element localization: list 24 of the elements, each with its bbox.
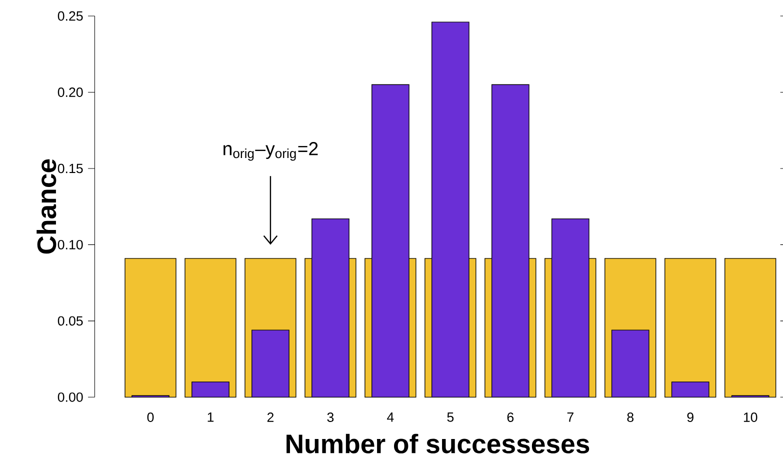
x-tick-label: 10 (744, 412, 758, 422)
x-tick-label: 3 (327, 412, 334, 422)
y-tick-label: 0.00 (58, 392, 83, 402)
bar (124, 258, 176, 398)
x-tick-label: 5 (447, 412, 454, 422)
x-tick-label: 8 (627, 412, 634, 422)
y-tick-label: 0.15 (58, 164, 83, 174)
x-tick-label: 9 (687, 412, 694, 422)
bar (184, 258, 236, 398)
x-tick-label: 0 (147, 412, 154, 422)
x-tick-label: 1 (208, 412, 214, 422)
y-tick-label: 0.10 (58, 240, 83, 250)
x-tick-label: 6 (507, 412, 514, 422)
x-axis-title: Number of successeses (286, 434, 590, 454)
annotation: n$_{orig}$–y$_{orig}$=2 (224, 142, 318, 161)
x-tick-label: 4 (387, 412, 394, 422)
bar (724, 258, 776, 398)
y-tick-label: 0.20 (58, 87, 83, 97)
bar (664, 258, 716, 398)
y-axis-title: Chance (36, 159, 56, 254)
y-tick-label: 0.25 (58, 11, 83, 21)
x-tick-label: 7 (567, 412, 574, 422)
x-tick-label: 2 (267, 412, 274, 422)
y-tick-label: 0.05 (58, 316, 83, 326)
